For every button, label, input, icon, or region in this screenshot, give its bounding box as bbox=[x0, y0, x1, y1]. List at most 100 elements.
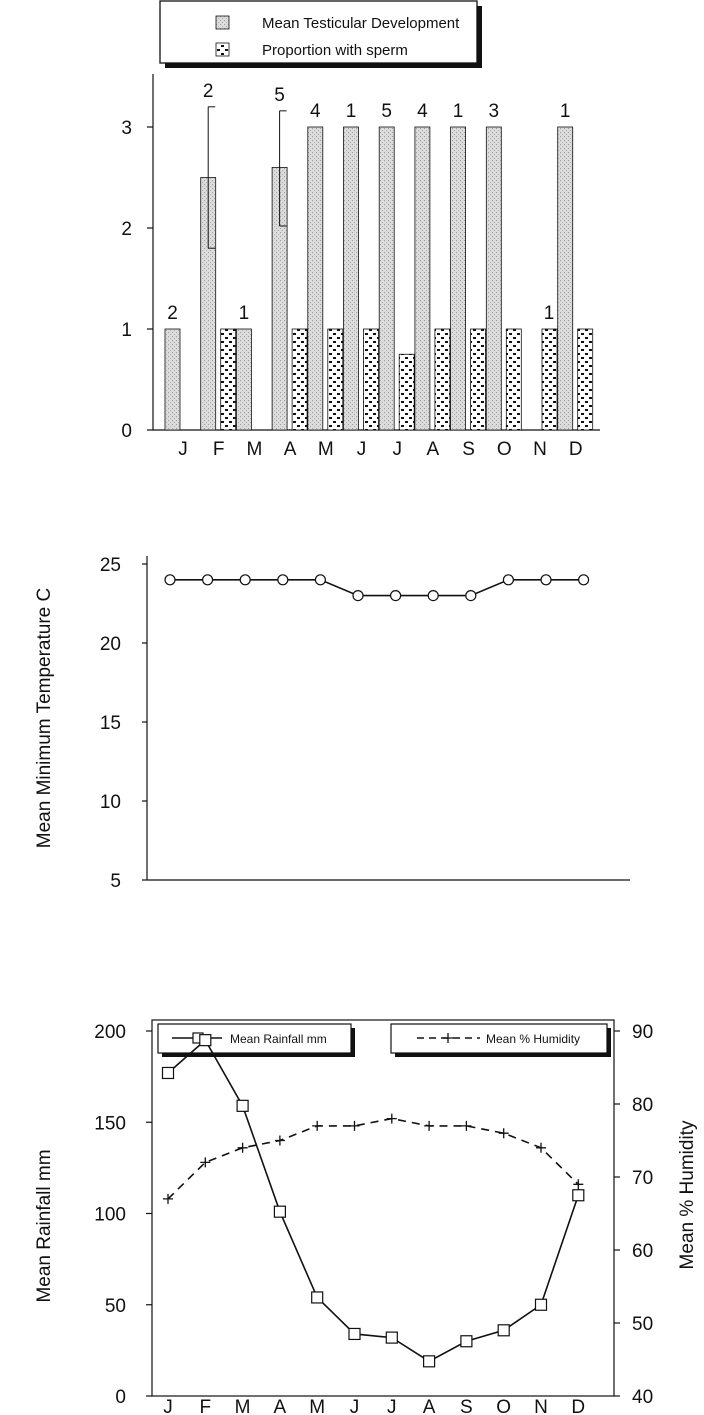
legend-swatch-development bbox=[215, 15, 230, 30]
x-tick-label: D bbox=[569, 439, 583, 460]
temperature-chart: Mean Minimum Temperature C 5 10 15 20 25 bbox=[34, 555, 630, 892]
rainfall-point bbox=[497, 1324, 510, 1337]
sperm-bar bbox=[398, 353, 415, 431]
temperature-point bbox=[202, 574, 214, 586]
y-axis-label-left: Mean Rainfall mm bbox=[34, 1149, 55, 1302]
humidity-point bbox=[312, 1120, 323, 1131]
temperature-point bbox=[164, 574, 176, 586]
y-tick-label: 15 bbox=[100, 713, 121, 734]
x-tick-label: M bbox=[235, 1397, 251, 1415]
x-tick-label: O bbox=[496, 1397, 511, 1415]
sperm-bar bbox=[505, 328, 522, 431]
rainfall-point bbox=[311, 1291, 324, 1304]
humidity-point bbox=[424, 1120, 435, 1131]
sperm-bar bbox=[291, 328, 308, 431]
right-y-tick-label: 90 bbox=[632, 1022, 653, 1043]
x-tick-label: J bbox=[163, 1397, 173, 1415]
x-tick-label: N bbox=[533, 439, 547, 460]
legend-label-development: Mean Testicular Development bbox=[262, 15, 460, 32]
temperature-point bbox=[277, 574, 289, 586]
temperature-point bbox=[239, 574, 251, 586]
development-bar bbox=[378, 126, 395, 431]
temperature-series-line bbox=[170, 579, 584, 597]
x-tick-label: D bbox=[571, 1397, 585, 1415]
sample-size-label: 2 bbox=[167, 303, 178, 324]
rainfall-point bbox=[572, 1189, 585, 1202]
humidity-legend: Mean % Humidity bbox=[390, 1023, 611, 1057]
sperm-bar bbox=[541, 328, 558, 431]
development-bar bbox=[557, 126, 574, 431]
sperm-bar bbox=[470, 328, 487, 431]
x-tick-label: M bbox=[246, 439, 262, 460]
sample-size-label: 5 bbox=[381, 101, 392, 122]
humidity-point bbox=[274, 1135, 285, 1146]
development-bar bbox=[235, 328, 252, 431]
x-tick-label: N bbox=[534, 1397, 548, 1415]
development-bar bbox=[450, 126, 467, 431]
x-tick-label: F bbox=[199, 1397, 211, 1415]
temperature-point bbox=[577, 574, 590, 586]
x-tick-label: M bbox=[309, 1397, 325, 1415]
right-y-tick-label: 50 bbox=[632, 1314, 653, 1335]
right-y-tick-label: 60 bbox=[632, 1241, 653, 1262]
temperature-point bbox=[540, 574, 552, 586]
x-tick-label: A bbox=[284, 439, 297, 460]
sample-size-label: 3 bbox=[489, 101, 500, 122]
rainfall-point bbox=[423, 1355, 436, 1368]
sample-size-label: 4 bbox=[417, 101, 428, 122]
y-tick-label: 5 bbox=[110, 871, 121, 892]
rainfall-point bbox=[161, 1066, 175, 1080]
development-bar bbox=[485, 126, 502, 431]
rainfall-humidity-chart: Mean Rainfall mm Mean % Humidity Mean Ra… bbox=[34, 1019, 698, 1415]
development-bar bbox=[414, 126, 431, 431]
y-tick-label: 3 bbox=[121, 118, 132, 139]
x-tick-label: M bbox=[318, 439, 334, 460]
x-tick-label: J bbox=[178, 439, 188, 460]
sperm-bar bbox=[363, 328, 379, 431]
rainfall-point bbox=[348, 1327, 361, 1341]
legend-marker-plus bbox=[443, 1033, 453, 1043]
left-y-tick-label: 200 bbox=[94, 1022, 126, 1043]
x-tick-label: J bbox=[387, 1397, 397, 1415]
x-tick-label: S bbox=[462, 439, 475, 460]
legend-label-sperm: Proportion with sperm bbox=[262, 42, 408, 59]
rainfall-point bbox=[385, 1331, 398, 1344]
left-y-tick-label: 50 bbox=[105, 1296, 126, 1317]
sample-size-label: 1 bbox=[544, 303, 555, 324]
temperature-point bbox=[352, 589, 364, 602]
humidity-point bbox=[461, 1120, 472, 1131]
sperm-bar bbox=[577, 328, 594, 431]
x-tick-label: J bbox=[357, 439, 367, 460]
y-tick-label: 25 bbox=[100, 555, 121, 576]
y-tick-label: 10 bbox=[100, 792, 121, 813]
temperature-point bbox=[314, 574, 326, 586]
y-tick-label: 20 bbox=[100, 634, 121, 655]
y-tick-label: 2 bbox=[121, 219, 132, 240]
y-tick-label: 1 bbox=[121, 320, 132, 341]
testicular-chart: Mean Testicular Development Proportion w… bbox=[121, 0, 600, 460]
sperm-bar bbox=[434, 328, 451, 431]
x-tick-label: A bbox=[423, 1397, 436, 1415]
rainfall-point bbox=[534, 1298, 548, 1311]
left-y-tick-label: 150 bbox=[94, 1113, 126, 1134]
legend-label-rainfall: Mean Rainfall mm bbox=[230, 1032, 327, 1046]
sperm-bar bbox=[327, 328, 344, 431]
right-y-tick-label: 80 bbox=[632, 1095, 653, 1116]
humidity-point bbox=[163, 1193, 173, 1204]
x-tick-label: S bbox=[460, 1397, 473, 1415]
temperature-point bbox=[427, 589, 439, 602]
humidity-point bbox=[349, 1120, 360, 1131]
y-axis-label-right: Mean % Humidity bbox=[677, 1120, 698, 1269]
sample-size-label: 5 bbox=[274, 85, 285, 106]
rainfall-point bbox=[460, 1335, 473, 1348]
rainfall-point bbox=[236, 1099, 249, 1112]
humidity-point bbox=[386, 1113, 397, 1124]
development-bar bbox=[164, 328, 181, 431]
humidity-point bbox=[536, 1142, 546, 1153]
sample-size-label: 4 bbox=[310, 101, 321, 122]
right-y-tick-label: 40 bbox=[632, 1387, 653, 1408]
temperature-point bbox=[390, 589, 402, 602]
rainfall-point bbox=[199, 1034, 212, 1047]
sample-size-label: 1 bbox=[346, 101, 357, 122]
